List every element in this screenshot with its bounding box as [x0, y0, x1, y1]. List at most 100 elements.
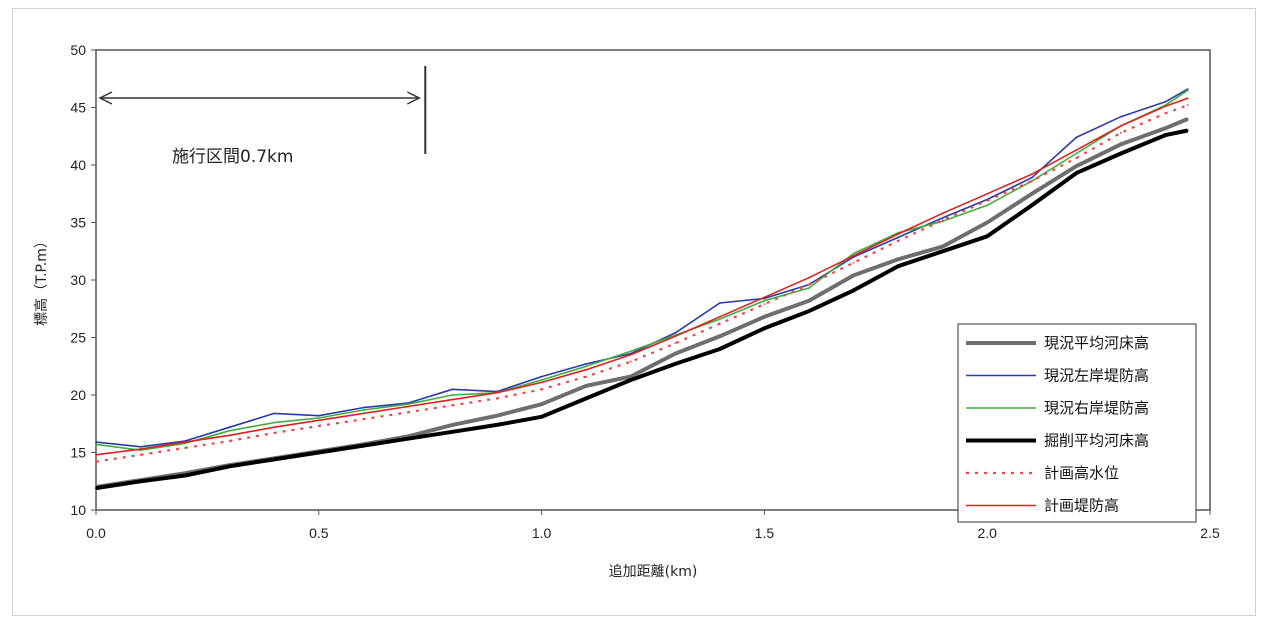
data-point — [1164, 127, 1167, 130]
data-point — [362, 409, 365, 411]
data-point — [718, 322, 721, 325]
data-point — [852, 252, 855, 255]
data-point — [95, 443, 97, 446]
data-point — [362, 412, 365, 415]
data-point — [273, 432, 276, 434]
data-point — [897, 258, 899, 261]
data-point — [897, 265, 899, 268]
data-point — [407, 403, 409, 406]
legend-label: 現況右岸堤防高 — [1044, 399, 1149, 417]
data-point — [407, 437, 409, 440]
data-point — [629, 379, 632, 381]
y-tick-label: 25 — [70, 330, 86, 346]
data-point — [986, 235, 989, 238]
y-tick-label: 30 — [70, 272, 86, 288]
data-point — [451, 394, 454, 396]
data-point — [1119, 143, 1122, 146]
data-point — [585, 368, 588, 371]
data-point — [451, 424, 454, 426]
data-point — [540, 381, 543, 384]
data-point — [228, 426, 231, 429]
data-point — [763, 303, 766, 306]
data-point — [184, 474, 187, 477]
data-point — [317, 419, 320, 422]
data-point — [273, 426, 276, 429]
data-point — [317, 414, 320, 417]
data-point — [451, 430, 454, 433]
data-point — [1119, 115, 1122, 118]
data-point — [1164, 100, 1167, 103]
data-point — [228, 440, 231, 442]
data-point — [95, 460, 97, 463]
data-point — [362, 444, 365, 447]
data-point — [496, 391, 498, 394]
data-point — [1075, 136, 1078, 139]
data-point — [1164, 105, 1167, 108]
data-point — [1186, 104, 1189, 107]
data-point — [763, 299, 766, 302]
arrow-head-left — [98, 91, 113, 105]
y-tick-label: 40 — [70, 157, 86, 173]
construction-section-annotation: 施行区間0.7km — [98, 66, 427, 167]
legend-label: 計画高水位 — [1044, 464, 1119, 482]
data-point — [763, 296, 766, 299]
data-point — [629, 350, 632, 353]
data-point — [1030, 173, 1033, 176]
chart-frame — [12, 8, 1256, 616]
data-point — [407, 411, 409, 414]
x-tick-label: 1.5 — [755, 525, 775, 541]
data-point — [1030, 192, 1033, 195]
data-point — [451, 388, 454, 391]
data-point — [184, 441, 187, 444]
section-length-label: 施行区間0.7km — [172, 147, 293, 167]
data-point — [674, 335, 677, 338]
data-point — [1030, 204, 1033, 207]
data-point — [362, 406, 365, 409]
data-point — [317, 417, 320, 419]
data-point — [273, 412, 276, 415]
data-point — [1075, 157, 1078, 160]
data-point — [585, 397, 588, 400]
data-point — [317, 425, 320, 427]
data-point — [1164, 134, 1167, 137]
legend-box — [957, 323, 1197, 523]
data-point — [763, 327, 766, 330]
data-point — [139, 480, 142, 483]
data-point — [1075, 149, 1078, 151]
data-point — [228, 434, 231, 437]
x-tick-label: 2.5 — [1200, 525, 1220, 541]
x-axis-title: 追加距離(km) — [609, 563, 698, 580]
data-point — [1030, 176, 1033, 179]
data-point — [496, 397, 498, 400]
data-point — [273, 458, 276, 461]
data-point — [228, 429, 231, 432]
y-tick-label: 15 — [70, 445, 86, 461]
data-point — [139, 453, 142, 456]
data-point — [897, 233, 899, 235]
series-line-5 — [95, 104, 1189, 463]
x-tick-label: 0.0 — [86, 525, 106, 541]
data-point — [718, 335, 721, 338]
y-tick-label: 45 — [70, 100, 86, 116]
legend-label: 現況左岸堤防高 — [1044, 367, 1149, 385]
data-point — [585, 375, 588, 378]
data-point — [986, 199, 989, 202]
data-point — [139, 445, 142, 448]
data-point — [629, 375, 632, 378]
data-point — [674, 363, 677, 365]
data-point — [674, 332, 677, 334]
data-point — [941, 250, 944, 253]
data-point — [852, 274, 855, 277]
data-point — [941, 217, 944, 219]
data-point — [808, 287, 810, 289]
data-point — [674, 352, 677, 355]
data-point — [1030, 180, 1033, 183]
y-tick-label: 20 — [70, 387, 86, 403]
arrow-head-right — [406, 91, 421, 105]
data-point — [1075, 165, 1078, 168]
data-point — [540, 375, 543, 378]
data-point — [941, 219, 944, 222]
x-tick-label: 2.0 — [977, 525, 997, 541]
data-point — [808, 299, 810, 302]
